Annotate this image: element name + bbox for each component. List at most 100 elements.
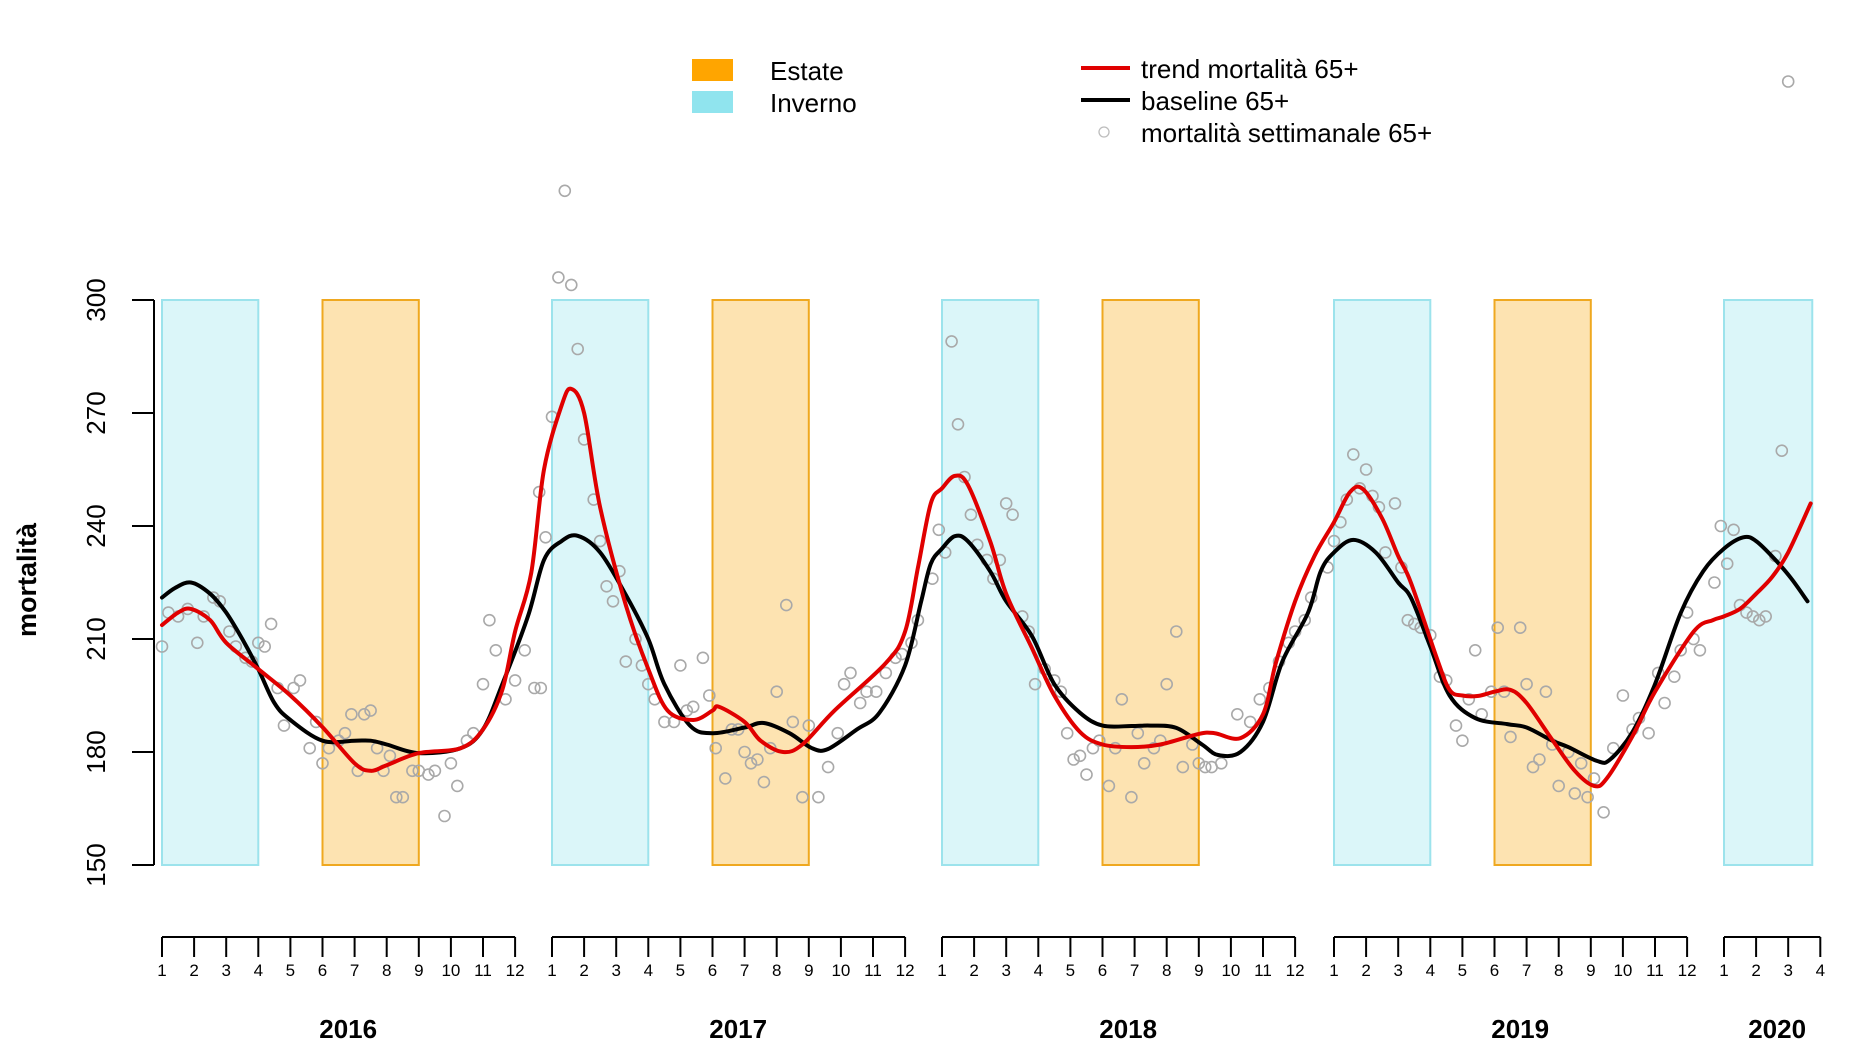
weekly-point [879, 666, 893, 680]
month-tick-label: 8 [1162, 961, 1171, 980]
weekly-point [860, 685, 873, 699]
month-tick-label: 3 [221, 961, 230, 980]
weekly-point [357, 707, 371, 721]
weekly-point [686, 700, 700, 714]
weekly-point [1552, 779, 1565, 793]
year-label: 2017 [709, 1014, 767, 1044]
month-tick-label: 12 [1286, 961, 1305, 980]
weekly-point [606, 594, 620, 608]
weekly-point [287, 681, 300, 695]
weekly-point [1359, 463, 1373, 476]
weekly-point [558, 184, 572, 198]
y-tick-label: 210 [81, 617, 111, 660]
weekly-point [389, 790, 403, 804]
weekly-point [1693, 643, 1707, 657]
month-tick-label: 2 [579, 961, 588, 980]
weekly-point [1727, 523, 1740, 537]
month-tick-label: 8 [382, 961, 391, 980]
weekly-point [812, 790, 825, 804]
weekly-point [508, 674, 522, 687]
y-tick-label: 150 [81, 843, 111, 886]
weekly-point [738, 745, 751, 759]
weekly-point [450, 779, 464, 793]
weekly-point [1137, 756, 1151, 770]
legend-label-trend: trend mortalità 65+ [1141, 54, 1359, 84]
month-tick-label: 1 [547, 961, 556, 980]
weekly-point [1176, 760, 1190, 774]
weekly-point [680, 704, 694, 717]
weekly-point [155, 640, 169, 653]
month-tick-label: 3 [1393, 961, 1402, 980]
weekly-point [1327, 534, 1341, 548]
month-tick-label: 8 [772, 961, 781, 980]
weekly-point [1740, 606, 1753, 619]
month-tick-label: 7 [350, 961, 359, 980]
summer-band [321, 299, 420, 866]
weekly-point [1347, 448, 1360, 461]
weekly-point [422, 768, 435, 781]
trend-lines [160, 386, 1813, 789]
winter-band [1333, 299, 1432, 866]
month-tick-label: 8 [1554, 961, 1563, 980]
month-tick-label: 11 [864, 961, 882, 980]
weekly-point [796, 790, 809, 804]
legend-label-inverno: Inverno [770, 88, 857, 118]
weekly-point [821, 760, 835, 774]
month-tick-label: 6 [1490, 961, 1499, 980]
weekly-point [309, 715, 323, 729]
month-tick-label: 11 [1254, 961, 1272, 980]
weekly-point [1533, 753, 1546, 766]
weekly-point [552, 271, 565, 284]
season-legend: Estate Inverno [692, 56, 857, 118]
weekly-point [489, 643, 503, 657]
weekly-point [757, 775, 771, 789]
weekly-point [1298, 613, 1311, 627]
weekly-point [1198, 760, 1212, 774]
year-label: 2016 [319, 1014, 377, 1044]
month-tick-label: 11 [474, 961, 492, 980]
weekly-point [831, 726, 845, 740]
weekly-point [1775, 444, 1789, 458]
year-label: 2020 [1748, 1014, 1806, 1044]
weekly-point [1449, 719, 1463, 732]
month-tick-label: 4 [254, 961, 263, 980]
weekly-point [1102, 779, 1116, 793]
month-tick-label: 12 [896, 961, 915, 980]
legend-swatch-estate [692, 59, 733, 81]
weekly-point [1616, 689, 1630, 702]
weekly-point [786, 715, 800, 729]
weekly-point [1170, 625, 1183, 638]
y-tick-label: 180 [81, 730, 111, 773]
weekly-point [1674, 643, 1687, 657]
weekly-point [1513, 621, 1527, 635]
month-tick-label: 6 [1098, 961, 1107, 980]
weekly-point [1708, 576, 1721, 589]
weekly-point [1753, 613, 1766, 627]
legend-label-estate: Estate [770, 56, 844, 86]
weekly-point [539, 530, 552, 544]
weekly-point [1504, 730, 1517, 744]
season-bands [161, 299, 1814, 866]
weekly-point [1658, 696, 1671, 710]
weekly-point [476, 677, 490, 691]
weekly-point [1759, 610, 1772, 623]
weekly-point [1125, 790, 1138, 804]
weekly-point [223, 625, 236, 638]
legend-point-weekly [1098, 126, 1110, 138]
weekly-point [406, 764, 419, 778]
weekly-point [1581, 790, 1594, 804]
month-tick-label: 7 [740, 961, 749, 980]
weekly-point [293, 674, 307, 687]
weekly-point [277, 719, 291, 732]
weekly-point [1668, 670, 1681, 684]
weekly-point [837, 677, 851, 691]
weekly-point [197, 610, 210, 623]
weekly-point [345, 707, 358, 721]
month-tick-label: 3 [1783, 961, 1792, 980]
weekly-point [696, 651, 710, 665]
weekly-point [779, 598, 793, 612]
weekly-point [438, 809, 451, 823]
weekly-point [1060, 726, 1074, 740]
